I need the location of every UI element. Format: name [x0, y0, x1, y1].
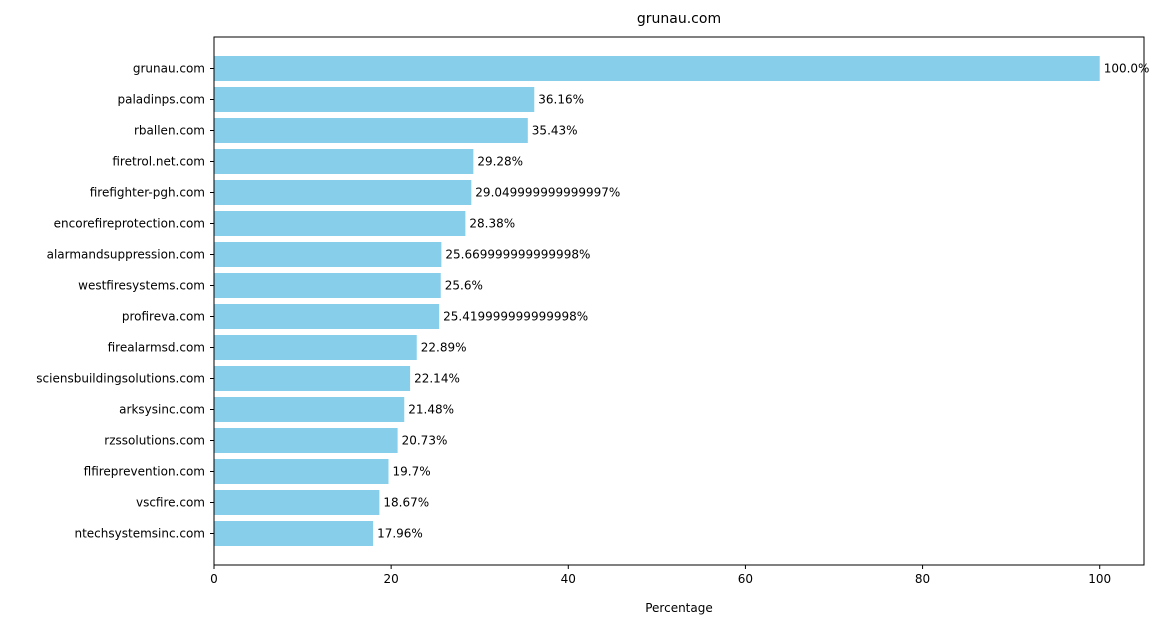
category-label: grunau.com — [133, 62, 205, 76]
x-tick-label: 60 — [738, 572, 753, 586]
bar — [214, 149, 474, 174]
category-label: arksysinc.com — [119, 403, 205, 417]
data-label: 35.43% — [532, 124, 578, 138]
data-label: 22.14% — [414, 372, 460, 386]
x-tick-label: 100 — [1088, 572, 1111, 586]
category-label: firealarmsd.com — [108, 341, 205, 355]
data-label: 25.669999999999998% — [445, 248, 590, 262]
data-label: 22.89% — [421, 341, 467, 355]
data-label: 29.28% — [477, 155, 523, 169]
bar — [214, 56, 1100, 81]
category-label: westfiresystems.com — [78, 279, 205, 293]
category-label: sciensbuildingsolutions.com — [36, 372, 205, 386]
data-labels-group: 100.0% 36.16% 35.43% 29.28% 29.0499999999999… — [377, 62, 1149, 541]
data-label: 21.48% — [408, 403, 454, 417]
bar — [214, 87, 535, 112]
bar — [214, 180, 472, 205]
data-label: 36.16% — [538, 93, 584, 107]
x-tick-label: 0 — [210, 572, 218, 586]
bar — [214, 273, 441, 298]
data-label: 25.419999999999998% — [443, 310, 588, 324]
data-label: 100.0% — [1104, 62, 1150, 76]
data-label: 29.049999999999997% — [475, 186, 620, 200]
category-label: paladinps.com — [117, 93, 205, 107]
data-label: 17.96% — [377, 527, 423, 541]
x-tick-label: 40 — [561, 572, 576, 586]
bar — [214, 366, 411, 391]
bar — [214, 118, 528, 143]
bar — [214, 521, 374, 546]
category-labels-group: grunau.com paladinps.com rballen.com firetr… — [36, 62, 214, 541]
category-label: firetrol.net.com — [112, 155, 205, 169]
category-label: vscfire.com — [136, 496, 205, 510]
data-label: 18.67% — [383, 496, 429, 510]
bar — [214, 304, 440, 329]
category-label: rballen.com — [134, 124, 205, 138]
bar — [214, 211, 466, 236]
data-label: 25.6% — [445, 279, 483, 293]
bar — [214, 490, 380, 515]
category-label: encorefireprotection.com — [54, 217, 205, 231]
category-label: profireva.com — [122, 310, 205, 324]
bar — [214, 459, 389, 484]
category-label: firefighter-pgh.com — [90, 186, 205, 200]
x-tick-label: 20 — [384, 572, 399, 586]
bar — [214, 242, 442, 267]
chart-title: grunau.com — [637, 11, 721, 27]
x-axis-label: Percentage — [645, 601, 713, 615]
bar — [214, 428, 398, 453]
bar — [214, 397, 405, 422]
bars-group — [214, 56, 1100, 546]
data-label: 20.73% — [402, 434, 448, 448]
plot-frame — [213, 36, 1145, 566]
x-axis: 0 20 40 60 80 100 — [210, 565, 1111, 586]
x-tick-label: 80 — [915, 572, 930, 586]
category-label: ntechsystemsinc.com — [74, 527, 205, 541]
data-label: 19.7% — [392, 465, 430, 479]
category-label: flfireprevention.com — [84, 465, 205, 479]
bar — [214, 335, 417, 360]
data-label: 28.38% — [469, 217, 515, 231]
category-label: alarmandsuppression.com — [47, 248, 205, 262]
category-label: rzssolutions.com — [104, 434, 205, 448]
